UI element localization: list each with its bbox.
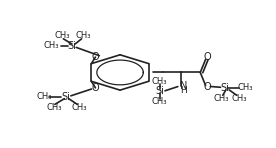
Text: Si: Si (155, 86, 164, 96)
Text: O: O (92, 52, 99, 62)
Text: CH₃: CH₃ (72, 103, 87, 112)
Text: H: H (180, 86, 187, 95)
Text: O: O (204, 82, 212, 92)
Text: CH₃: CH₃ (231, 94, 246, 103)
Text: Si: Si (68, 41, 76, 51)
Text: O: O (204, 52, 212, 62)
Text: CH₃: CH₃ (36, 92, 52, 102)
Text: CH₃: CH₃ (76, 32, 91, 41)
Text: O: O (92, 83, 99, 93)
Text: CH₃: CH₃ (237, 83, 253, 92)
Text: Si: Si (221, 83, 229, 93)
Text: CH₃: CH₃ (44, 41, 59, 50)
Text: N: N (180, 81, 187, 91)
Text: CH₃: CH₃ (152, 77, 167, 86)
Text: CH₃: CH₃ (46, 103, 62, 112)
Text: CH₃: CH₃ (152, 97, 167, 106)
Text: Si: Si (61, 92, 70, 102)
Text: CH₃: CH₃ (214, 94, 229, 103)
Text: CH₃: CH₃ (55, 32, 70, 41)
